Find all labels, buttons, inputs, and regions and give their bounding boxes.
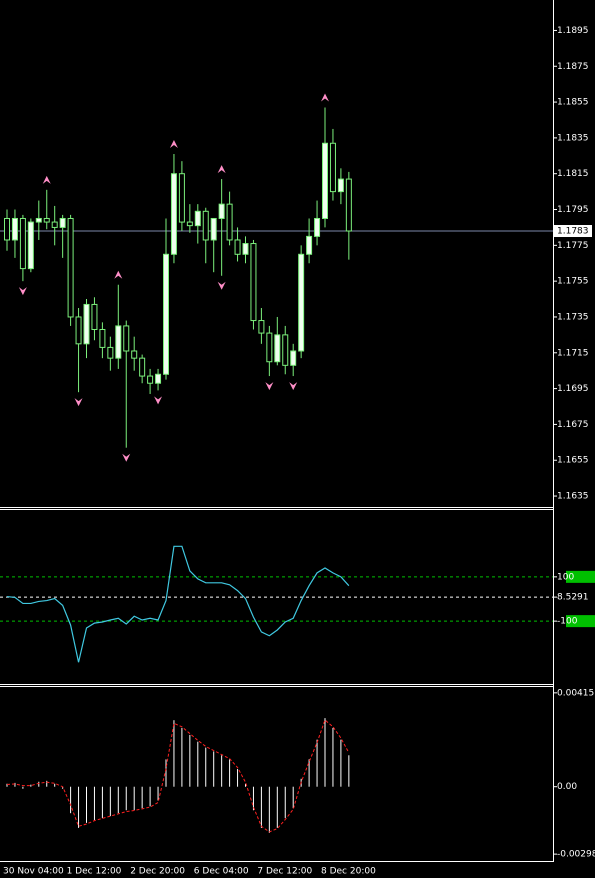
y-tick-label: 1.1715 [557,348,589,358]
candle-body [322,142,328,219]
level-box [566,615,595,628]
candle-body [282,334,289,366]
candle-body [163,253,169,375]
fractal-down [18,287,27,296]
candle-body [250,243,257,322]
y-tick-label: 100 [557,572,574,582]
y-tick-label: 1.1815 [557,169,589,179]
candle-body [155,373,162,384]
candle-body [234,239,241,255]
candle-body [67,217,74,318]
x-tick-label: 7 Dec 12:00 [257,867,312,877]
candle-body [51,221,58,228]
candle-body [290,350,297,366]
y-tick-label: 1.1655 [557,456,589,466]
candle-body [218,203,225,219]
y-tick-label: 1.1855 [557,98,589,108]
y-tick-label: 0.00 [557,782,577,792]
y-tick-label: 1.1875 [557,62,589,72]
candle-body [242,243,249,255]
y-tick-label: -100 [557,617,578,627]
fractal-up [42,175,51,184]
fractal-down [217,281,226,290]
candle-body [202,210,209,241]
fractal-up [217,165,226,174]
candle-body [194,210,201,227]
candle-body [99,329,106,348]
y-tick-label: 1.1795 [557,205,589,215]
fractal-down [154,396,163,405]
y-tick-label: 1.1675 [557,420,589,430]
y-tick-label: 1.1835 [557,133,589,143]
candle-body [266,332,273,363]
candle-body [4,217,10,241]
candle-body [170,173,177,255]
candle-body [337,178,344,193]
candle-body [35,217,42,223]
candle-body [226,203,233,241]
candle-body [115,325,122,359]
candle-body [298,253,305,352]
fractal-up [169,140,178,149]
x-tick-label: 8 Dec 20:00 [321,867,376,877]
candle-body [11,217,18,241]
candle-body [345,178,352,232]
candle-body [27,221,34,270]
x-tick-label: 30 Nov 04:00 [3,867,64,877]
x-tick-label: 2 Dec 20:00 [130,867,185,877]
candle-body [43,217,50,223]
y-tick-label: 8.5291 [557,593,589,603]
fractal-down [289,382,298,391]
candle-body [59,217,66,228]
candle-body [19,217,26,270]
candle-body [210,217,217,241]
candle-body [178,173,185,223]
indicator-line [6,545,350,663]
candle-body [306,235,313,255]
y-tick-label: -0.00298 [557,850,595,860]
fractal-down [265,382,274,391]
y-tick-label: 1.1695 [557,384,589,394]
candle-body [91,303,98,331]
candle-body [131,350,138,359]
x-tick-label: 1 Dec 12:00 [67,867,122,877]
candle-body [139,357,146,377]
x-tick-label: 6 Dec 04:00 [194,867,249,877]
y-tick-label: 1.1775 [557,241,589,251]
fractal-up [114,270,123,279]
last-price-label: 1.1783 [557,227,589,237]
candle-body [274,334,281,363]
candle-body [107,346,114,359]
candle-body [75,316,82,345]
level-box [566,570,595,583]
y-tick-label: 1.1895 [557,26,589,36]
fractal-down [74,398,83,407]
candle-body [186,221,193,227]
fractal-up [321,93,329,102]
candle-body [123,325,130,352]
y-tick-label: 1.1635 [557,492,589,502]
last-price-box [554,225,592,238]
candle-body [314,217,321,237]
signal-line [6,719,350,833]
candle-body [329,142,336,193]
y-tick-label: 0.00415 [557,688,594,698]
fractal-down [122,453,131,462]
candle-body [258,320,265,334]
candle-body [83,303,90,345]
y-tick-label: 1.1755 [557,277,589,287]
candle-body [147,375,154,384]
y-tick-label: 1.1735 [557,312,589,322]
